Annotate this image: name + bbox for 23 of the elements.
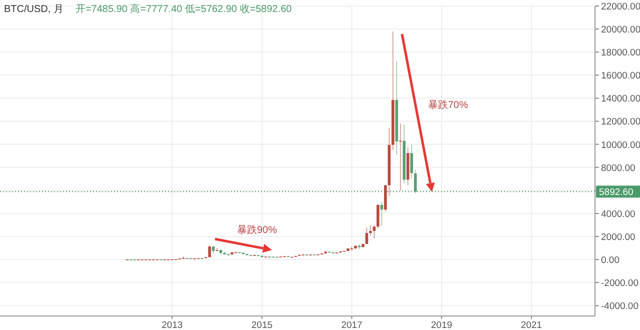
annotation: 暴跌70% <box>428 99 468 111</box>
chart-title: BTC/USD, 月 <box>4 4 64 15</box>
y-tick-label: 2000.00 <box>601 232 636 243</box>
x-tick-label: 2017 <box>341 320 362 330</box>
y-tick-label: 16000.00 <box>601 70 640 82</box>
y-tick-label: 22000.00 <box>601 2 640 12</box>
x-tick-label: 2015 <box>251 320 273 330</box>
chart-subtitle: 开=7485.90 高=7777.40 低=5762.90 收=5892.60 <box>75 3 292 15</box>
y-tick-label: 18000.00 <box>601 48 640 59</box>
y-tick-label: 0.00 <box>601 255 620 266</box>
y-tick-label: 20000.00 <box>601 24 640 36</box>
y-tick-label: -4000.00 <box>601 301 639 312</box>
x-tick-label: 2013 <box>162 320 183 330</box>
y-tick-label: 12000.00 <box>601 116 640 128</box>
y-tick-label: 4000.00 <box>601 208 636 220</box>
y-tick-label: 8000.00 <box>601 162 636 174</box>
y-tick-label: 14000.00 <box>601 94 640 105</box>
y-tick-label: 10000.00 <box>601 140 640 151</box>
annotation: 暴跌90% <box>237 224 278 236</box>
x-tick-label: 2021 <box>520 320 542 330</box>
y-tick-label: -2000.00 <box>601 278 639 290</box>
x-tick-label: 2019 <box>431 320 452 330</box>
ref-line-label: 5892.60 <box>599 187 634 198</box>
